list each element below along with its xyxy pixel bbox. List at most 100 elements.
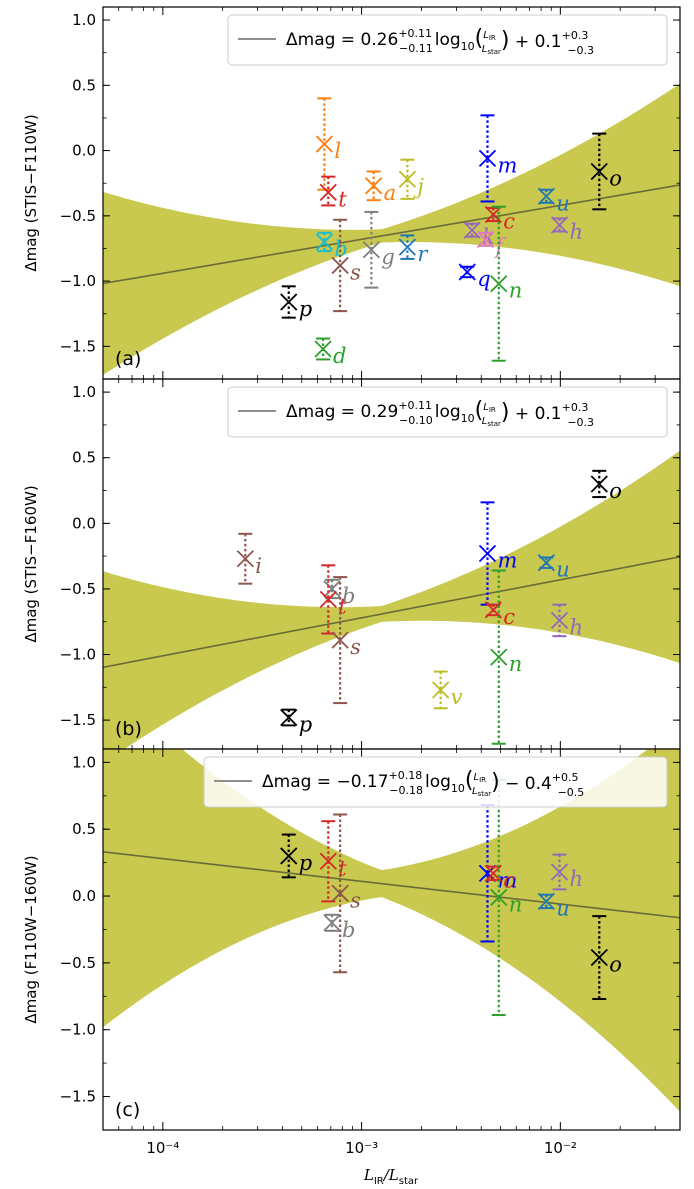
point-label: o (609, 479, 622, 503)
panel-tag: (a) (115, 348, 141, 370)
data-point-h: h (550, 853, 583, 891)
point-label: d (333, 344, 346, 368)
y-tick-label: 0.5 (72, 76, 96, 94)
marker-x (537, 187, 555, 205)
y-tick-label: −1.5 (60, 711, 96, 729)
data-point-a: a (365, 170, 396, 205)
point-label: t (338, 856, 347, 880)
data-point-p: p (280, 708, 312, 737)
marker-x (323, 914, 341, 932)
marker-x (490, 888, 508, 907)
y-axis-title: Δmag (STIS−F160W) (22, 485, 40, 642)
point-label: u (556, 896, 570, 920)
panel-0: ltajmoucbsgrkfhqnpd−1.5−1.0−0.50.00.51.0… (22, 6, 681, 380)
y-tick-label: 0.5 (72, 820, 96, 838)
data-point-p: p (280, 833, 312, 879)
confidence-band (103, 450, 680, 749)
marker-x (398, 238, 417, 256)
plot-area: ltajmoucbsgrkfhqnpd (103, 83, 680, 376)
y-tick-label: −0.5 (60, 207, 96, 225)
marker-x (490, 275, 508, 293)
point-label: b (342, 918, 355, 942)
panel-1: o i m u bt c h s n v p −1.5 −1.0 −0.5 0.0 0.5 1.0 Δmag (S… (22, 378, 681, 750)
point-label: o (609, 953, 622, 977)
point-label: l (334, 139, 341, 163)
point-label: i (255, 554, 262, 578)
point-label: n (509, 652, 523, 676)
point-label: p (299, 297, 312, 321)
x-tick-label: 10⁻³ (345, 1139, 378, 1157)
data-point-b: b (315, 231, 348, 261)
marker-x (550, 863, 569, 881)
marker-x (463, 221, 481, 239)
data-point-o: o (590, 915, 622, 1000)
point-label: c (503, 210, 515, 234)
fit-line (103, 850, 680, 919)
y-tick-label: 0.5 (72, 449, 96, 467)
marker-x (590, 475, 608, 493)
marker-x (590, 162, 608, 181)
point-label: m (497, 549, 517, 573)
plot-frame (102, 748, 681, 1131)
point-label: f (493, 234, 506, 258)
point-label: o (609, 166, 622, 190)
y-tick-label: 0.0 (72, 887, 96, 905)
data-point-i: i (236, 532, 262, 585)
marker-x (432, 681, 450, 699)
marker-x (398, 170, 417, 188)
point-label: n (509, 892, 523, 916)
marker-x (319, 590, 337, 609)
marker-x (590, 948, 608, 967)
legend-label: Δmag = 0.29+0.11 −0.10 log10(LIR Lstar) + 0… (286, 398, 594, 429)
data-point-t: t (319, 175, 347, 211)
legend: Δmag = 0.26+0.11 −0.11 log10(LIR Lstar) + 0… (227, 14, 668, 66)
point-label: p (299, 713, 312, 737)
point-label: h (569, 615, 583, 639)
marker-x (331, 884, 349, 903)
marker-x (331, 256, 349, 275)
marker-x (478, 149, 497, 168)
y-tick-label: −0.5 (60, 580, 96, 598)
point-label: b (342, 584, 355, 608)
fit-line (103, 184, 680, 285)
marker-x (319, 183, 337, 201)
point-label: n (509, 279, 523, 303)
marker-x (476, 230, 495, 248)
marker-x (550, 216, 569, 234)
confidence-band (103, 83, 680, 376)
data-point-d: d (314, 337, 347, 368)
confidence-band (103, 749, 680, 1112)
point-label: b (334, 237, 347, 261)
data-point-v: v (432, 670, 463, 710)
legend: Δmag = −0.17+0.18 −0.18 log10(LIR Lstar) − … (203, 756, 668, 808)
marker-x (484, 601, 502, 619)
point-label: h (569, 220, 583, 244)
point-label: v (451, 685, 463, 709)
x-tick-label: 10⁻² (544, 1139, 577, 1157)
marker-x (236, 550, 254, 568)
point-label: s (350, 260, 361, 284)
data-point-h: h (550, 216, 583, 244)
plot-area: p tsb mcn hu o (103, 749, 680, 1112)
data-point-l: l (315, 97, 341, 191)
y-tick-label: −1.0 (60, 1021, 96, 1039)
marker-x (365, 177, 383, 195)
legend-box (203, 756, 668, 808)
marker-x (458, 263, 476, 281)
y-tick-label: −1.5 (60, 1088, 96, 1106)
point-label: s (350, 888, 361, 912)
y-tick-label: −1.0 (60, 272, 96, 290)
data-point-h: h (550, 603, 583, 639)
marker-x (537, 554, 555, 572)
marker-x (550, 611, 569, 630)
point-label: g (381, 245, 394, 269)
data-point-c: c (484, 601, 515, 629)
data-point-o: o (590, 469, 622, 503)
marker-x (280, 847, 298, 865)
marker-x (537, 892, 555, 911)
data-point-p: p (280, 285, 312, 321)
marker-x (315, 135, 334, 153)
point-label: u (556, 558, 570, 582)
y-tick-label: −1.5 (60, 337, 96, 355)
